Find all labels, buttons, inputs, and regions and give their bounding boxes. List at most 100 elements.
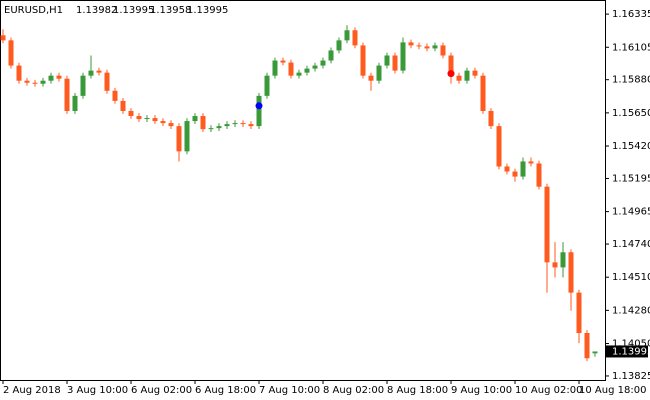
candle-body: [120, 100, 126, 111]
candle-body: [168, 123, 174, 127]
candle-body: [544, 186, 550, 263]
x-tick-label: 2 Aug 2018: [3, 385, 61, 396]
candle-body: [336, 40, 342, 51]
y-tick-label: 1.15650: [612, 108, 650, 119]
candle-body: [264, 75, 270, 96]
candle-body: [88, 70, 94, 76]
candle-body: [328, 50, 334, 61]
candle-body: [24, 80, 30, 83]
candle-body: [296, 72, 302, 76]
candle-body: [224, 124, 230, 127]
candle-body: [472, 70, 478, 76]
candle-body: [232, 123, 238, 125]
y-tick-label: 1.15880: [612, 75, 650, 86]
candle-body: [432, 45, 438, 49]
candle-body: [312, 65, 318, 69]
price-label: 1.13995: [612, 346, 650, 357]
y-tick-label: 1.13825: [612, 371, 650, 382]
y-tick-label: 1.15195: [612, 173, 650, 184]
y-tick-label: 1.14740: [612, 239, 650, 250]
candle-body: [360, 45, 366, 76]
header-text: 1.13995: [113, 5, 154, 16]
candle-body: [520, 161, 526, 177]
candle-body: [304, 68, 310, 73]
y-tick-label: 1.14050: [612, 339, 650, 350]
candle-body: [480, 75, 486, 111]
signal-marker: [255, 102, 263, 110]
candle-body: [112, 90, 118, 101]
candle-body: [8, 40, 14, 66]
candle-body: [584, 333, 590, 359]
candle-body: [416, 45, 422, 47]
candle-body: [56, 75, 62, 79]
candle-body: [552, 262, 558, 268]
candle-body: [200, 116, 206, 130]
candle-body: [72, 95, 78, 111]
candle-body: [16, 65, 22, 81]
y-tick-label: 1.15420: [612, 141, 650, 152]
x-tick-label: 6 Aug 18:00: [195, 385, 256, 396]
candle-body: [496, 126, 502, 167]
candle-body: [272, 60, 278, 76]
y-tick-label: 1.14510: [612, 272, 650, 283]
x-tick-label: 9 Aug 10:00: [451, 385, 512, 396]
y-tick-label: 1.14280: [612, 305, 650, 316]
candle-body: [240, 123, 246, 125]
candle-body: [96, 70, 102, 73]
header-text: EURUSD,H1: [4, 5, 63, 16]
candle-body: [32, 82, 38, 84]
x-tick-label: 3 Aug 10:00: [67, 385, 128, 396]
candle-body: [512, 171, 518, 177]
y-tick-label: 1.16105: [612, 42, 650, 53]
candle-body: [464, 70, 470, 81]
candle-body: [0, 35, 6, 41]
candle-body: [352, 30, 358, 46]
candle-body: [176, 126, 182, 152]
candle-body: [488, 110, 494, 127]
y-tick-label: 1.14965: [612, 207, 650, 218]
x-tick-label: 8 Aug 18:00: [387, 385, 448, 396]
x-tick-label: 6 Aug 02:00: [131, 385, 192, 396]
x-tick-label: 7 Aug 10:00: [259, 385, 320, 396]
candle-body: [184, 121, 190, 152]
header-text: 1.13958: [150, 5, 191, 16]
price-label-box: [606, 345, 648, 358]
candle-body: [448, 55, 454, 76]
header-text: 1.13995: [187, 5, 228, 16]
candle-body: [104, 72, 110, 91]
candle-body: [80, 75, 86, 96]
x-tick-label: 8 Aug 02:00: [323, 385, 384, 396]
candle-body: [440, 45, 446, 56]
y-tick-label: 1.16335: [612, 9, 650, 20]
candle-body: [128, 110, 134, 117]
candle-body: [456, 75, 462, 81]
candle-body: [256, 95, 262, 127]
candle-body: [528, 161, 534, 164]
candle-body: [592, 351, 598, 354]
candle-body: [248, 124, 254, 127]
candle-body: [288, 62, 294, 76]
candle-body: [400, 42, 406, 71]
candle-body: [424, 46, 430, 49]
candle-body: [384, 55, 390, 66]
candle-body: [536, 163, 542, 187]
signal-marker: [447, 70, 455, 78]
header-text: 1.13982: [76, 5, 117, 16]
candle-body: [320, 60, 326, 66]
candle-body: [280, 60, 286, 63]
candle-body: [160, 121, 166, 124]
candle-body: [208, 128, 214, 130]
candle-body: [568, 252, 574, 293]
candle-body: [64, 78, 70, 111]
candle-body: [576, 292, 582, 334]
x-tick-label: 10 Aug 02:00: [515, 385, 582, 396]
candle-body: [344, 30, 350, 41]
candle-body: [216, 126, 222, 129]
candle-body: [144, 118, 150, 120]
candle-body: [136, 116, 142, 120]
candle-body: [48, 75, 54, 81]
candle-body: [376, 65, 382, 81]
candle-body: [152, 118, 158, 122]
